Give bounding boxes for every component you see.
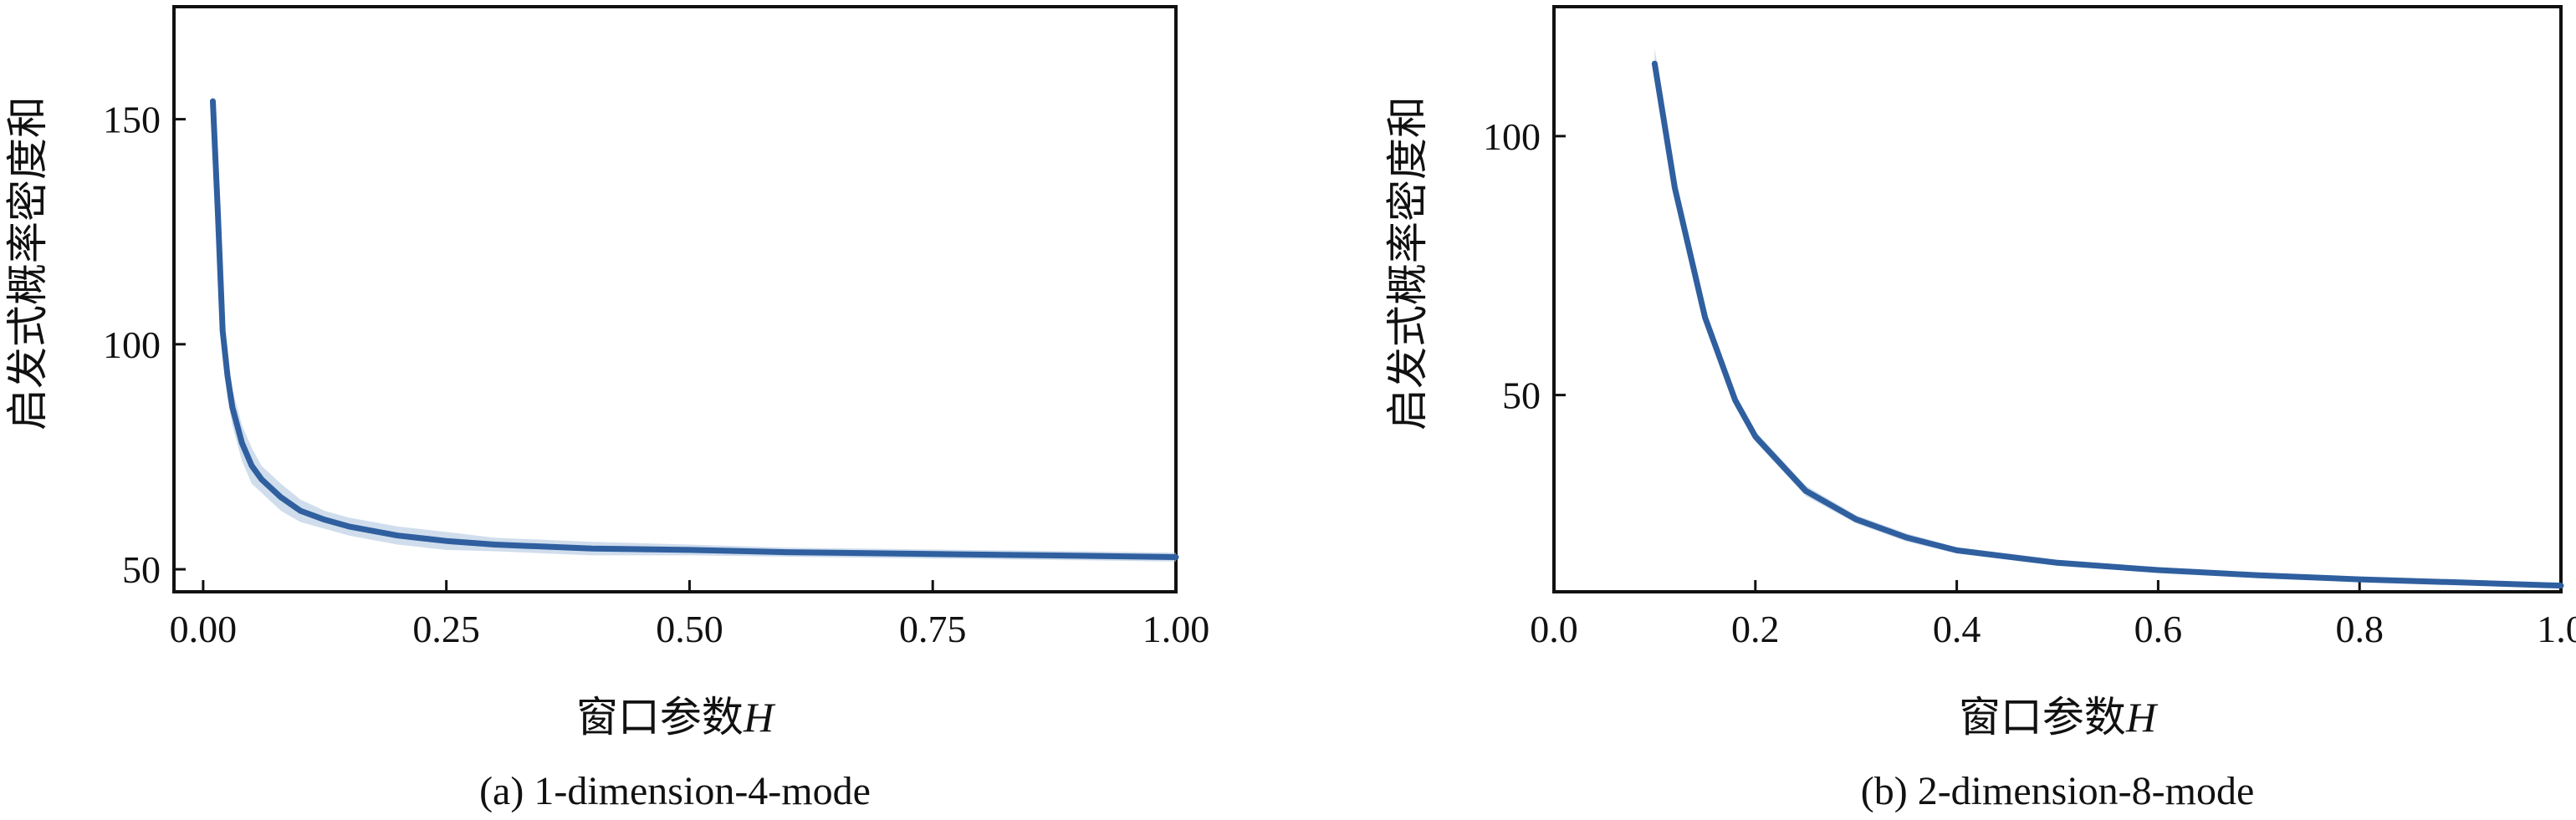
panel-a-y-axis: 50 100 150 <box>103 99 186 591</box>
panel-a-xlabel: 窗口参数H <box>576 694 776 741</box>
panel-a-series-line <box>210 98 1179 560</box>
panel-b-plot-frame <box>1552 5 2563 593</box>
panel-a-ylabel: 启发式概率密度和 <box>4 96 51 430</box>
panel-a-confidence-band <box>212 92 1176 562</box>
panel-a-caption: (a) 1-dimension-4-mode <box>479 769 871 813</box>
panel-b-xtick-label: 1.0 <box>2537 608 2576 650</box>
panel-b-xlabel: 窗口参数H <box>1959 694 2159 741</box>
panel-a-series <box>210 92 1179 562</box>
panel-a-xtick-label: 0.50 <box>656 608 723 650</box>
panel-b-caption: (b) 2-dimension-8-mode <box>1861 769 2255 813</box>
panel-b-series-line <box>1651 60 2564 589</box>
panel-b-xtick-label: 0.8 <box>2335 608 2384 650</box>
panel-b-ylabel: 启发式概率密度和 <box>1384 96 1431 430</box>
panel-b-confidence-band <box>1654 48 2561 588</box>
panel-b-xtick-label: 0.4 <box>1933 608 1981 650</box>
panel-a-ytick-label: 50 <box>122 548 161 591</box>
panel-b-ytick-label: 100 <box>1483 115 1541 158</box>
panel-b-x-axis: 0.0 0.2 0.4 0.6 0.8 1.0 <box>1530 580 2576 650</box>
panel-a-ytick-label: 100 <box>103 323 161 366</box>
panel-b-xtick-label: 0.0 <box>1530 608 1578 650</box>
panel-a-xtick-label: 0.00 <box>170 608 238 650</box>
panel-a-ytick-label: 150 <box>103 99 161 141</box>
panel-b-xtick-label: 0.6 <box>2134 608 2183 650</box>
panel-a-plot-frame <box>172 5 1178 593</box>
panel-a-xtick-label: 0.75 <box>899 608 967 650</box>
panel-b-series <box>1651 48 2564 589</box>
panel-b-ytick-label: 50 <box>1502 374 1541 417</box>
panel-b-xtick-label: 0.2 <box>1731 608 1780 650</box>
panel-a-x-axis: 0.00 0.25 0.50 0.75 1.00 <box>170 580 1210 650</box>
panel-a-xtick-label: 0.25 <box>412 608 480 650</box>
panel-a-xtick-label: 1.00 <box>1142 608 1210 650</box>
panel-a: 启发式概率密度和 50 100 150 0.00 0.25 0.50 0.75 1.00 窗… <box>4 5 1210 813</box>
panel-b-y-axis: 50 100 <box>1483 115 1566 417</box>
